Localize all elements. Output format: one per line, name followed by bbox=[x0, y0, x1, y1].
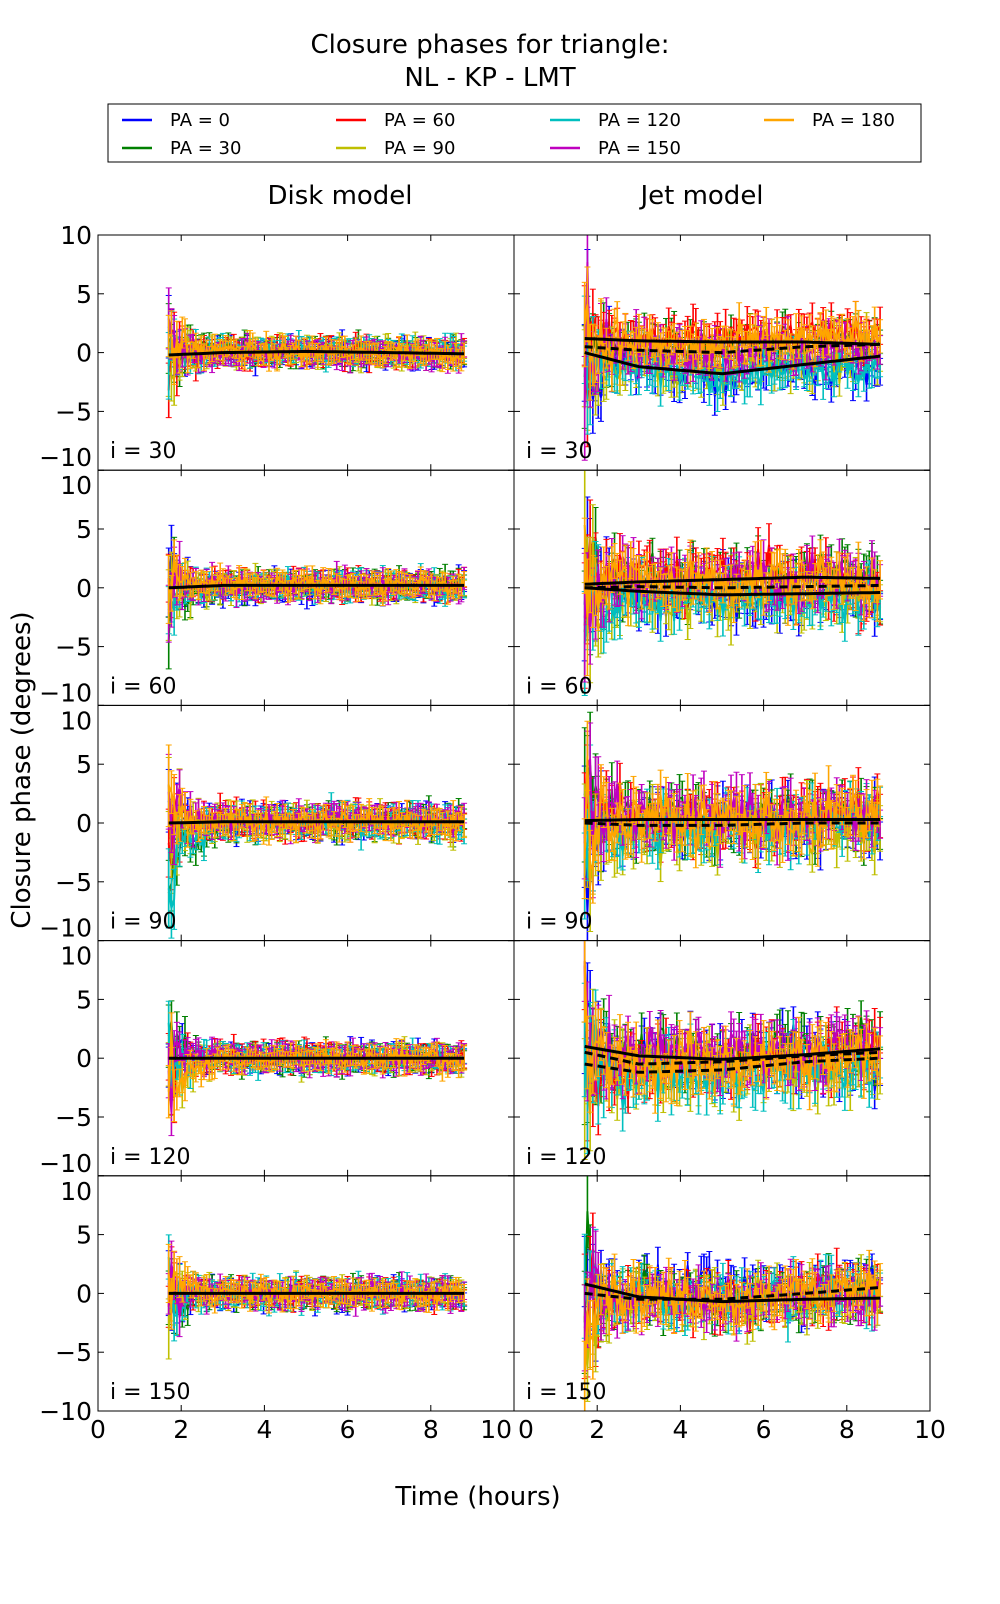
legend-label: PA = 90 bbox=[384, 138, 455, 159]
y-tick-label: −5 bbox=[55, 397, 92, 426]
panel-jet-0: i = 30 bbox=[514, 217, 930, 470]
chart-title-line2: NL - KP - LMT bbox=[404, 63, 575, 93]
plot-area bbox=[166, 288, 467, 418]
legend-label: PA = 120 bbox=[598, 110, 681, 131]
legend: PA = 0 PA = 30 PA = 60 PA = 90 PA = 120 PA = … bbox=[108, 104, 921, 162]
y-tick-label: −10 bbox=[39, 443, 92, 472]
chart-title-line1: Closure phases for triangle: bbox=[311, 30, 670, 60]
legend-label: PA = 30 bbox=[170, 138, 241, 159]
y-tick-label: 10 bbox=[60, 221, 92, 250]
plot-area bbox=[166, 525, 467, 669]
row-label: i = 30 bbox=[110, 439, 177, 464]
y-tick-label: 0 bbox=[76, 339, 92, 368]
plot-area bbox=[582, 217, 883, 460]
legend-label: PA = 0 bbox=[170, 110, 230, 131]
row-label: i = 30 bbox=[526, 439, 593, 464]
legend-label: PA = 60 bbox=[384, 110, 455, 131]
panel-disk-0: i = 30 10 5 0 −5 −10 bbox=[39, 221, 514, 472]
column-title-disk: Disk model bbox=[267, 181, 412, 211]
y-tick-label: 5 bbox=[76, 280, 92, 309]
legend-label: PA = 150 bbox=[598, 138, 681, 159]
legend-label: PA = 180 bbox=[812, 110, 895, 131]
column-title-jet: Jet model bbox=[638, 181, 763, 211]
